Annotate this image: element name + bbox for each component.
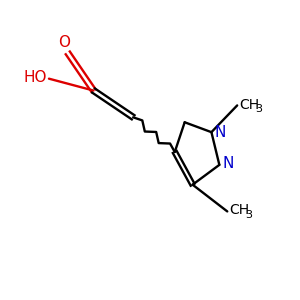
Text: CH: CH xyxy=(239,98,259,112)
Text: N: N xyxy=(214,125,226,140)
Text: HO: HO xyxy=(23,70,47,85)
Text: O: O xyxy=(58,35,70,50)
Text: 3: 3 xyxy=(255,104,262,114)
Text: 3: 3 xyxy=(245,210,252,220)
Text: CH: CH xyxy=(229,203,249,218)
Text: N: N xyxy=(222,156,234,171)
